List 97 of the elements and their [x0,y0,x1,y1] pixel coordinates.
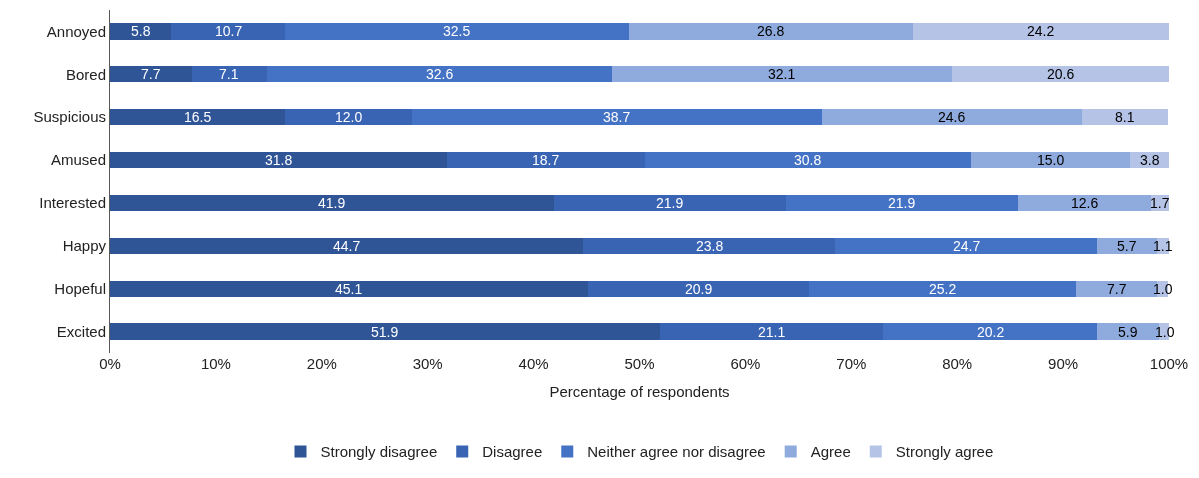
bar [912,23,1169,40]
bar [110,237,584,254]
bar [583,237,836,254]
legend-label: Strongly disagree [320,443,438,461]
x-tick-label: 80% [942,355,973,372]
data-label: 30.8 [794,152,822,168]
bar [110,66,192,83]
data-label: 51.9 [371,324,399,340]
bar [883,323,1097,340]
y-tick-label: Happy [62,237,107,255]
legend-label: Strongly agree [895,443,994,461]
data-label: 20.6 [1047,66,1075,82]
data-label: 3.8 [1140,152,1160,168]
y-tick-label: Excited [56,322,106,340]
bar [821,109,1083,126]
data-label: 21.9 [656,195,684,211]
y-tick-label: Interested [39,194,106,212]
x-tick-label: 50% [624,355,655,372]
bar [1017,194,1151,212]
bar [191,66,267,83]
data-label: 1.7 [1150,195,1170,211]
data-label: 32.1 [768,66,796,82]
data-label: 1.0 [1153,281,1173,297]
data-label: 8.1 [1115,109,1135,125]
y-tick-label: Suspicious [33,108,106,126]
bar [110,151,447,169]
x-tick-label: 0% [99,355,121,372]
bar [411,109,822,126]
data-label: 5.8 [131,23,151,39]
data-label: 45.1 [335,281,363,297]
x-tick-label: 70% [836,355,867,372]
data-label: 41.9 [318,195,346,211]
data-label: 1.1 [1153,238,1173,254]
data-label: 18.7 [532,152,560,168]
y-tick-label: Hopeful [54,279,106,297]
bar [446,151,645,169]
legend-label: Agree [810,443,851,461]
data-label: 38.7 [603,109,631,125]
bar [970,151,1130,169]
bar [1082,109,1168,126]
data-label: 31.8 [265,152,293,168]
data-label: 26.8 [757,23,785,39]
data-label: 32.5 [443,23,471,39]
data-label: 23.8 [696,238,724,254]
x-tick-label: 40% [518,355,549,372]
data-label: 20.2 [977,324,1005,340]
bar [171,23,285,40]
data-label: 7.7 [141,66,161,82]
data-label: 20.9 [685,281,713,297]
bar [284,109,412,126]
data-label: 44.7 [333,238,361,254]
data-label: 16.5 [184,109,212,125]
bar [266,66,612,83]
data-label: 32.6 [426,66,454,82]
bar [284,23,629,40]
data-label: 1.0 [1155,324,1175,340]
bar [611,66,952,83]
x-axis-title: Percentage of respondents [549,383,730,400]
bar [951,66,1169,83]
bar [110,323,660,340]
bar [587,280,809,297]
data-label: 12.6 [1071,195,1099,211]
x-tick-label: 10% [200,355,231,372]
y-tick-label: Bored [65,65,106,83]
data-label: 24.6 [938,109,966,125]
data-label: 21.1 [758,324,786,340]
bar [110,280,588,297]
data-label: 7.7 [1107,281,1127,297]
data-label: 25.2 [929,281,957,297]
bar [628,23,913,40]
x-tick-label: 60% [730,355,761,372]
bar [659,323,884,340]
bar [110,23,172,40]
data-label: 24.7 [953,238,981,254]
bar [110,109,285,126]
x-tick-label: 20% [306,355,337,372]
data-label: 5.7 [1117,238,1137,254]
data-label: 15.0 [1037,152,1065,168]
bar [553,194,786,212]
x-tick-label: 90% [1048,355,1079,372]
legend-label: Neither agree nor disagree [587,443,766,461]
x-tick-label: 100% [1149,355,1189,372]
bar [110,194,554,212]
data-label: 21.9 [888,195,916,211]
x-tick-label: 30% [412,355,443,372]
data-label: 10.7 [215,23,243,39]
legend-label: Disagree [482,443,543,461]
y-tick-label: Annoyed [46,22,106,40]
bar [785,194,1018,212]
data-label: 5.9 [1118,324,1138,340]
y-tick-label: Amused [50,151,106,169]
data-label: 12.0 [335,109,363,125]
data-label: 7.1 [219,66,239,82]
bar [835,237,1097,254]
data-label: 24.2 [1027,23,1055,39]
bar [644,151,971,169]
bar [808,280,1076,297]
